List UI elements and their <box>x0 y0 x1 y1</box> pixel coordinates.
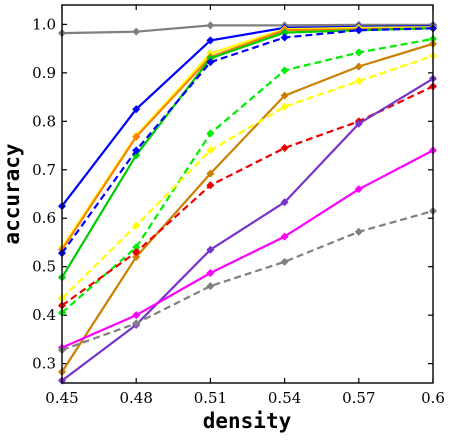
y-tick-label: 0.9 <box>32 64 56 82</box>
series-10-point <box>132 248 141 257</box>
series-11-point <box>206 245 215 254</box>
x-tick-label: 0.51 <box>194 389 227 407</box>
y-tick-label: 0.4 <box>32 306 56 324</box>
series-line-7 <box>61 37 434 314</box>
series-line-9 <box>61 54 434 299</box>
series-8-point <box>280 91 289 100</box>
series-12-point <box>354 185 363 194</box>
series-9-point <box>354 77 363 86</box>
series-1-point <box>206 21 215 30</box>
series-line-5 <box>61 27 434 278</box>
series-layer <box>57 20 438 385</box>
series-13-point <box>132 319 141 328</box>
series-line-6 <box>61 27 434 254</box>
series-11-point <box>280 198 289 207</box>
y-tick-label: 0.6 <box>32 209 56 227</box>
series-13-point <box>280 257 289 266</box>
plot-frame <box>61 4 434 384</box>
series-1-point <box>132 27 141 36</box>
series-9-point <box>206 146 215 155</box>
x-axis-label: density <box>203 409 292 433</box>
series-7-point <box>280 66 289 75</box>
x-tick-label: 0.6 <box>421 389 445 407</box>
series-7-point <box>206 129 215 138</box>
y-tick-label: 1.0 <box>32 15 56 33</box>
series-2-point <box>132 105 141 114</box>
series-6-point <box>132 146 141 155</box>
series-4-point <box>132 132 141 141</box>
series-line-1 <box>61 23 433 35</box>
y-tick-label: 0.3 <box>32 355 56 373</box>
series-9-point <box>132 221 141 230</box>
x-tick-label: 0.45 <box>45 389 78 407</box>
series-10-point <box>280 143 289 152</box>
series-8-point <box>132 252 141 262</box>
series-12-point <box>206 268 215 278</box>
ticks-layer: 0.45 0.48 0.51 0.54 0.57 0.6 0.3 0.4 0.5 0.6 0.7 0.… <box>32 5 445 407</box>
y-tick-label: 0.8 <box>32 112 56 130</box>
series-6-point <box>206 58 215 67</box>
x-tick-label: 0.57 <box>342 389 375 407</box>
series-line-12 <box>61 149 434 349</box>
series-10-point <box>206 181 215 190</box>
series-8-point <box>206 169 215 178</box>
series-8-point <box>354 62 363 71</box>
y-tick-label: 0.7 <box>32 161 56 179</box>
series-line-8 <box>61 42 434 373</box>
x-tick-label: 0.48 <box>119 389 152 407</box>
series-line-10 <box>61 85 434 307</box>
series-6-point <box>280 33 289 42</box>
series-13-point <box>354 227 363 236</box>
x-tick-label: 0.54 <box>268 389 301 407</box>
y-axis-label: accuracy <box>0 143 24 245</box>
series-9-point <box>280 102 289 111</box>
series-11-point <box>354 119 363 128</box>
series-12-point <box>280 232 289 241</box>
series-12-point <box>132 311 141 320</box>
series-13-point <box>206 282 215 291</box>
series-6-point <box>354 26 363 35</box>
y-tick-label: 0.5 <box>32 258 56 276</box>
series-line-13 <box>61 209 434 352</box>
series-7-point <box>354 48 363 57</box>
series-line-11 <box>61 77 434 382</box>
series-2-point <box>206 36 215 45</box>
